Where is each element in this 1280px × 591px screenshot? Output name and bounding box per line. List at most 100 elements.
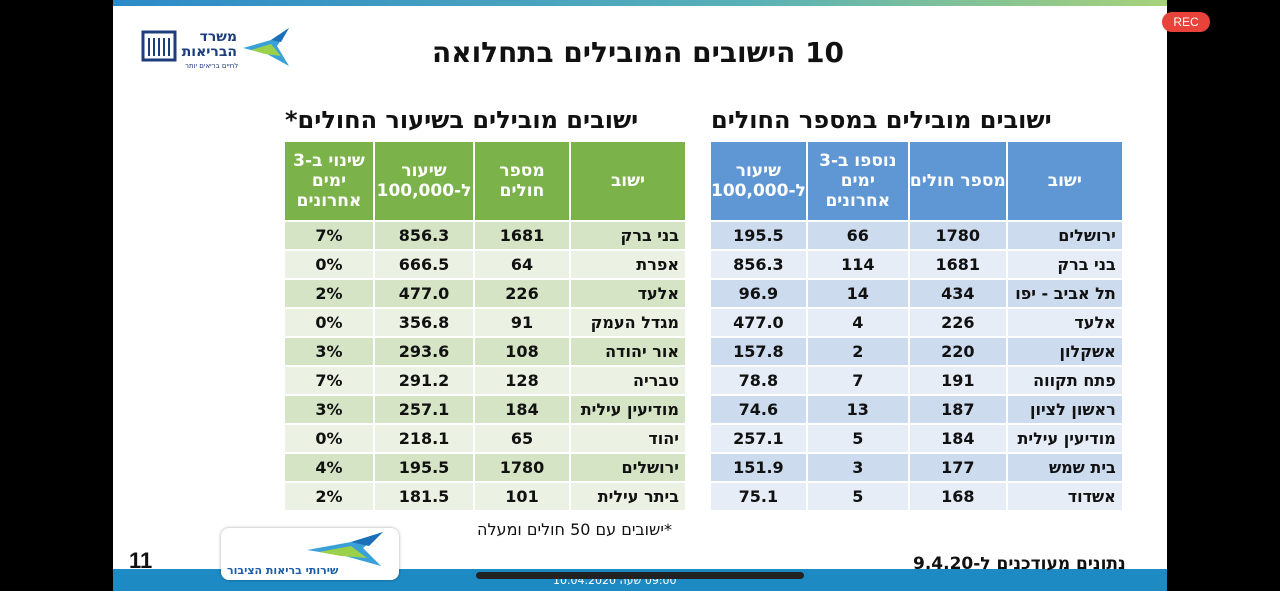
change-cell: 7% — [285, 222, 373, 249]
change-cell: 3% — [285, 396, 373, 423]
added-cell: 4 — [807, 309, 908, 336]
table-row: פתח תקווה 191 7 78.8 — [711, 367, 1122, 394]
rate-cell: 257.1 — [375, 396, 473, 423]
rate-cell: 78.8 — [711, 367, 806, 394]
table-row: בני ברק 1681 114 856.3 — [711, 251, 1122, 278]
footnote: *ישובים עם 50 חולים ומעלה — [477, 520, 672, 539]
town-cell: תל אביב - יפו — [1007, 280, 1122, 307]
cases-cell: 168 — [909, 483, 1006, 510]
rate-cell: 477.0 — [375, 280, 473, 307]
cases-cell: 65 — [475, 425, 569, 452]
page-number: 11 — [129, 548, 153, 573]
change-cell: 4% — [285, 454, 373, 481]
town-cell: מודיעין עילית — [571, 396, 685, 423]
top-accent-bar — [113, 0, 1167, 6]
table-left-heading: ישובים מובילים בשיעור החולים* — [285, 106, 639, 134]
town-cell: אור יהודה — [571, 338, 685, 365]
town-cell: בית שמש — [1007, 454, 1122, 481]
change-cell: 0% — [285, 309, 373, 336]
change-cell: 7% — [285, 367, 373, 394]
public-health-services-logo: שירותי בריאות הציבור — [221, 528, 399, 580]
cases-cell: 1681 — [909, 251, 1006, 278]
cases-cell: 187 — [909, 396, 1006, 423]
cases-cell: 1681 — [475, 222, 569, 249]
slide-title: 10 הישובים המובילים בתחלואה — [431, 36, 845, 69]
bird-icon — [307, 532, 383, 566]
rate-cell: 151.9 — [711, 454, 806, 481]
town-cell: בני ברק — [571, 222, 685, 249]
cases-cell: 101 — [475, 483, 569, 510]
town-cell: מודיעין עילית — [1007, 425, 1122, 452]
column-header: נוספו ב-3 ימים אחרונים — [807, 142, 908, 220]
added-cell: 7 — [807, 367, 908, 394]
table-row: אשקלון 220 2 157.8 — [711, 338, 1122, 365]
rate-cell: 96.9 — [711, 280, 806, 307]
rate-cell: 74.6 — [711, 396, 806, 423]
cases-cell: 220 — [909, 338, 1006, 365]
table-row: יהוד 65 218.1 0% — [285, 425, 685, 452]
added-cell: 66 — [807, 222, 908, 249]
added-cell: 14 — [807, 280, 908, 307]
video-scrubber-bar[interactable] — [476, 572, 804, 579]
added-cell: 3 — [807, 454, 908, 481]
column-header: ישוב — [1007, 142, 1122, 220]
cases-cell: 177 — [909, 454, 1006, 481]
table-row: ביתר עילית 101 181.5 2% — [285, 483, 685, 510]
rate-cell: 666.5 — [375, 251, 473, 278]
table-row: ראשון לציון 187 13 74.6 — [711, 396, 1122, 423]
cases-cell: 1780 — [475, 454, 569, 481]
town-cell: ראשון לציון — [1007, 396, 1122, 423]
rate-cell: 195.5 — [375, 454, 473, 481]
ministry-of-health-logo: משרד הבריאות לחיים בריאים יותר — [141, 26, 291, 72]
table-row: אלעד 226 4 477.0 — [711, 309, 1122, 336]
rate-cell: 257.1 — [711, 425, 806, 452]
added-cell: 13 — [807, 396, 908, 423]
town-cell: מגדל העמק — [571, 309, 685, 336]
table-row: בית שמש 177 3 151.9 — [711, 454, 1122, 481]
cases-cell: 226 — [909, 309, 1006, 336]
table-row: מודיעין עילית 184 257.1 3% — [285, 396, 685, 423]
table-row: בני ברק 1681 856.3 7% — [285, 222, 685, 249]
column-header: שיעור ל-100,000 — [711, 142, 806, 220]
rate-cell: 293.6 — [375, 338, 473, 365]
cases-cell: 1780 — [909, 222, 1006, 249]
table-row: מודיעין עילית 184 5 257.1 — [711, 425, 1122, 452]
table-right-heading: ישובים מובילים במספר החולים — [711, 106, 1052, 134]
added-cell: 5 — [807, 425, 908, 452]
table-row: ירושלים 1780 195.5 4% — [285, 454, 685, 481]
rate-cell: 218.1 — [375, 425, 473, 452]
top-towns-by-cases-table: ישוב מספר חולים נוספו ב-3 ימים אחרונים ש… — [709, 140, 1124, 512]
moh-logo-tagline: לחיים בריאים יותר — [185, 62, 239, 70]
town-cell: ירושלים — [1007, 222, 1122, 249]
column-header: מספר חולים — [475, 142, 569, 220]
added-cell: 5 — [807, 483, 908, 510]
top-towns-by-rate-table: ישוב מספר חולים שיעור ל-100,000 שינוי ב-… — [283, 140, 687, 512]
change-cell: 3% — [285, 338, 373, 365]
added-cell: 114 — [807, 251, 908, 278]
table-row: מגדל העמק 91 356.8 0% — [285, 309, 685, 336]
moh-logo-text: משרד הבריאות — [182, 29, 237, 60]
change-cell: 2% — [285, 483, 373, 510]
recording-badge: REC — [1162, 12, 1210, 32]
rate-cell: 356.8 — [375, 309, 473, 336]
town-cell: פתח תקווה — [1007, 367, 1122, 394]
rate-cell: 75.1 — [711, 483, 806, 510]
table-row: אור יהודה 108 293.6 3% — [285, 338, 685, 365]
town-cell: אשקלון — [1007, 338, 1122, 365]
table-row: אלעד 226 477.0 2% — [285, 280, 685, 307]
town-cell: ירושלים — [571, 454, 685, 481]
menorah-icon — [141, 30, 177, 62]
cases-cell: 91 — [475, 309, 569, 336]
table-row: תל אביב - יפו 434 14 96.9 — [711, 280, 1122, 307]
column-header: שינוי ב-3 ימים אחרונים — [285, 142, 373, 220]
change-cell: 0% — [285, 251, 373, 278]
town-cell: בני ברק — [1007, 251, 1122, 278]
town-cell: אשדוד — [1007, 483, 1122, 510]
rate-cell: 181.5 — [375, 483, 473, 510]
moh-logo-line1: משרד — [199, 29, 237, 45]
column-header: ישוב — [571, 142, 685, 220]
town-cell: יהוד — [571, 425, 685, 452]
cases-cell: 64 — [475, 251, 569, 278]
cases-cell: 108 — [475, 338, 569, 365]
cases-cell: 184 — [475, 396, 569, 423]
